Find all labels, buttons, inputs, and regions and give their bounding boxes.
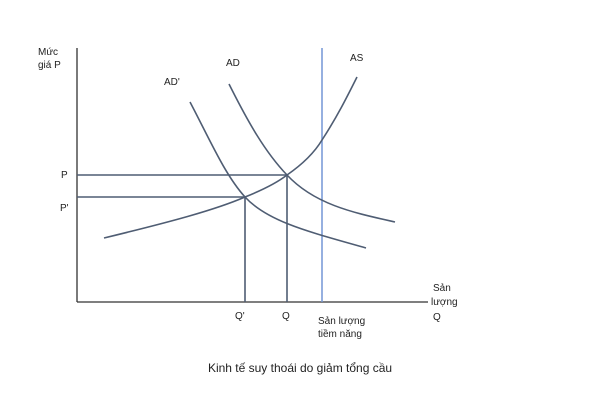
y-tick-label: P — [61, 170, 68, 181]
as-curve — [103, 76, 358, 239]
y-tick-label: P' — [60, 203, 69, 214]
x-axis-label: Sản — [433, 283, 451, 294]
y-axis-label: Mức — [38, 47, 58, 58]
x-axis-label: lượng — [431, 297, 458, 308]
ad-prime-label: AD' — [164, 77, 180, 88]
as-label: AS — [350, 53, 364, 64]
potential-output-label: Sản lượng — [318, 316, 365, 327]
x-tick-label: Q' — [235, 311, 245, 322]
x-axis-label: Q — [433, 312, 441, 323]
x-tick-label: Q — [282, 311, 290, 322]
caption: Kinh tế suy thoái do giảm tổng cầu — [208, 361, 392, 375]
potential-output-label: tiềm năng — [318, 328, 362, 340]
ad-label: AD — [226, 58, 240, 69]
y-axis-label: giá P — [38, 60, 61, 71]
